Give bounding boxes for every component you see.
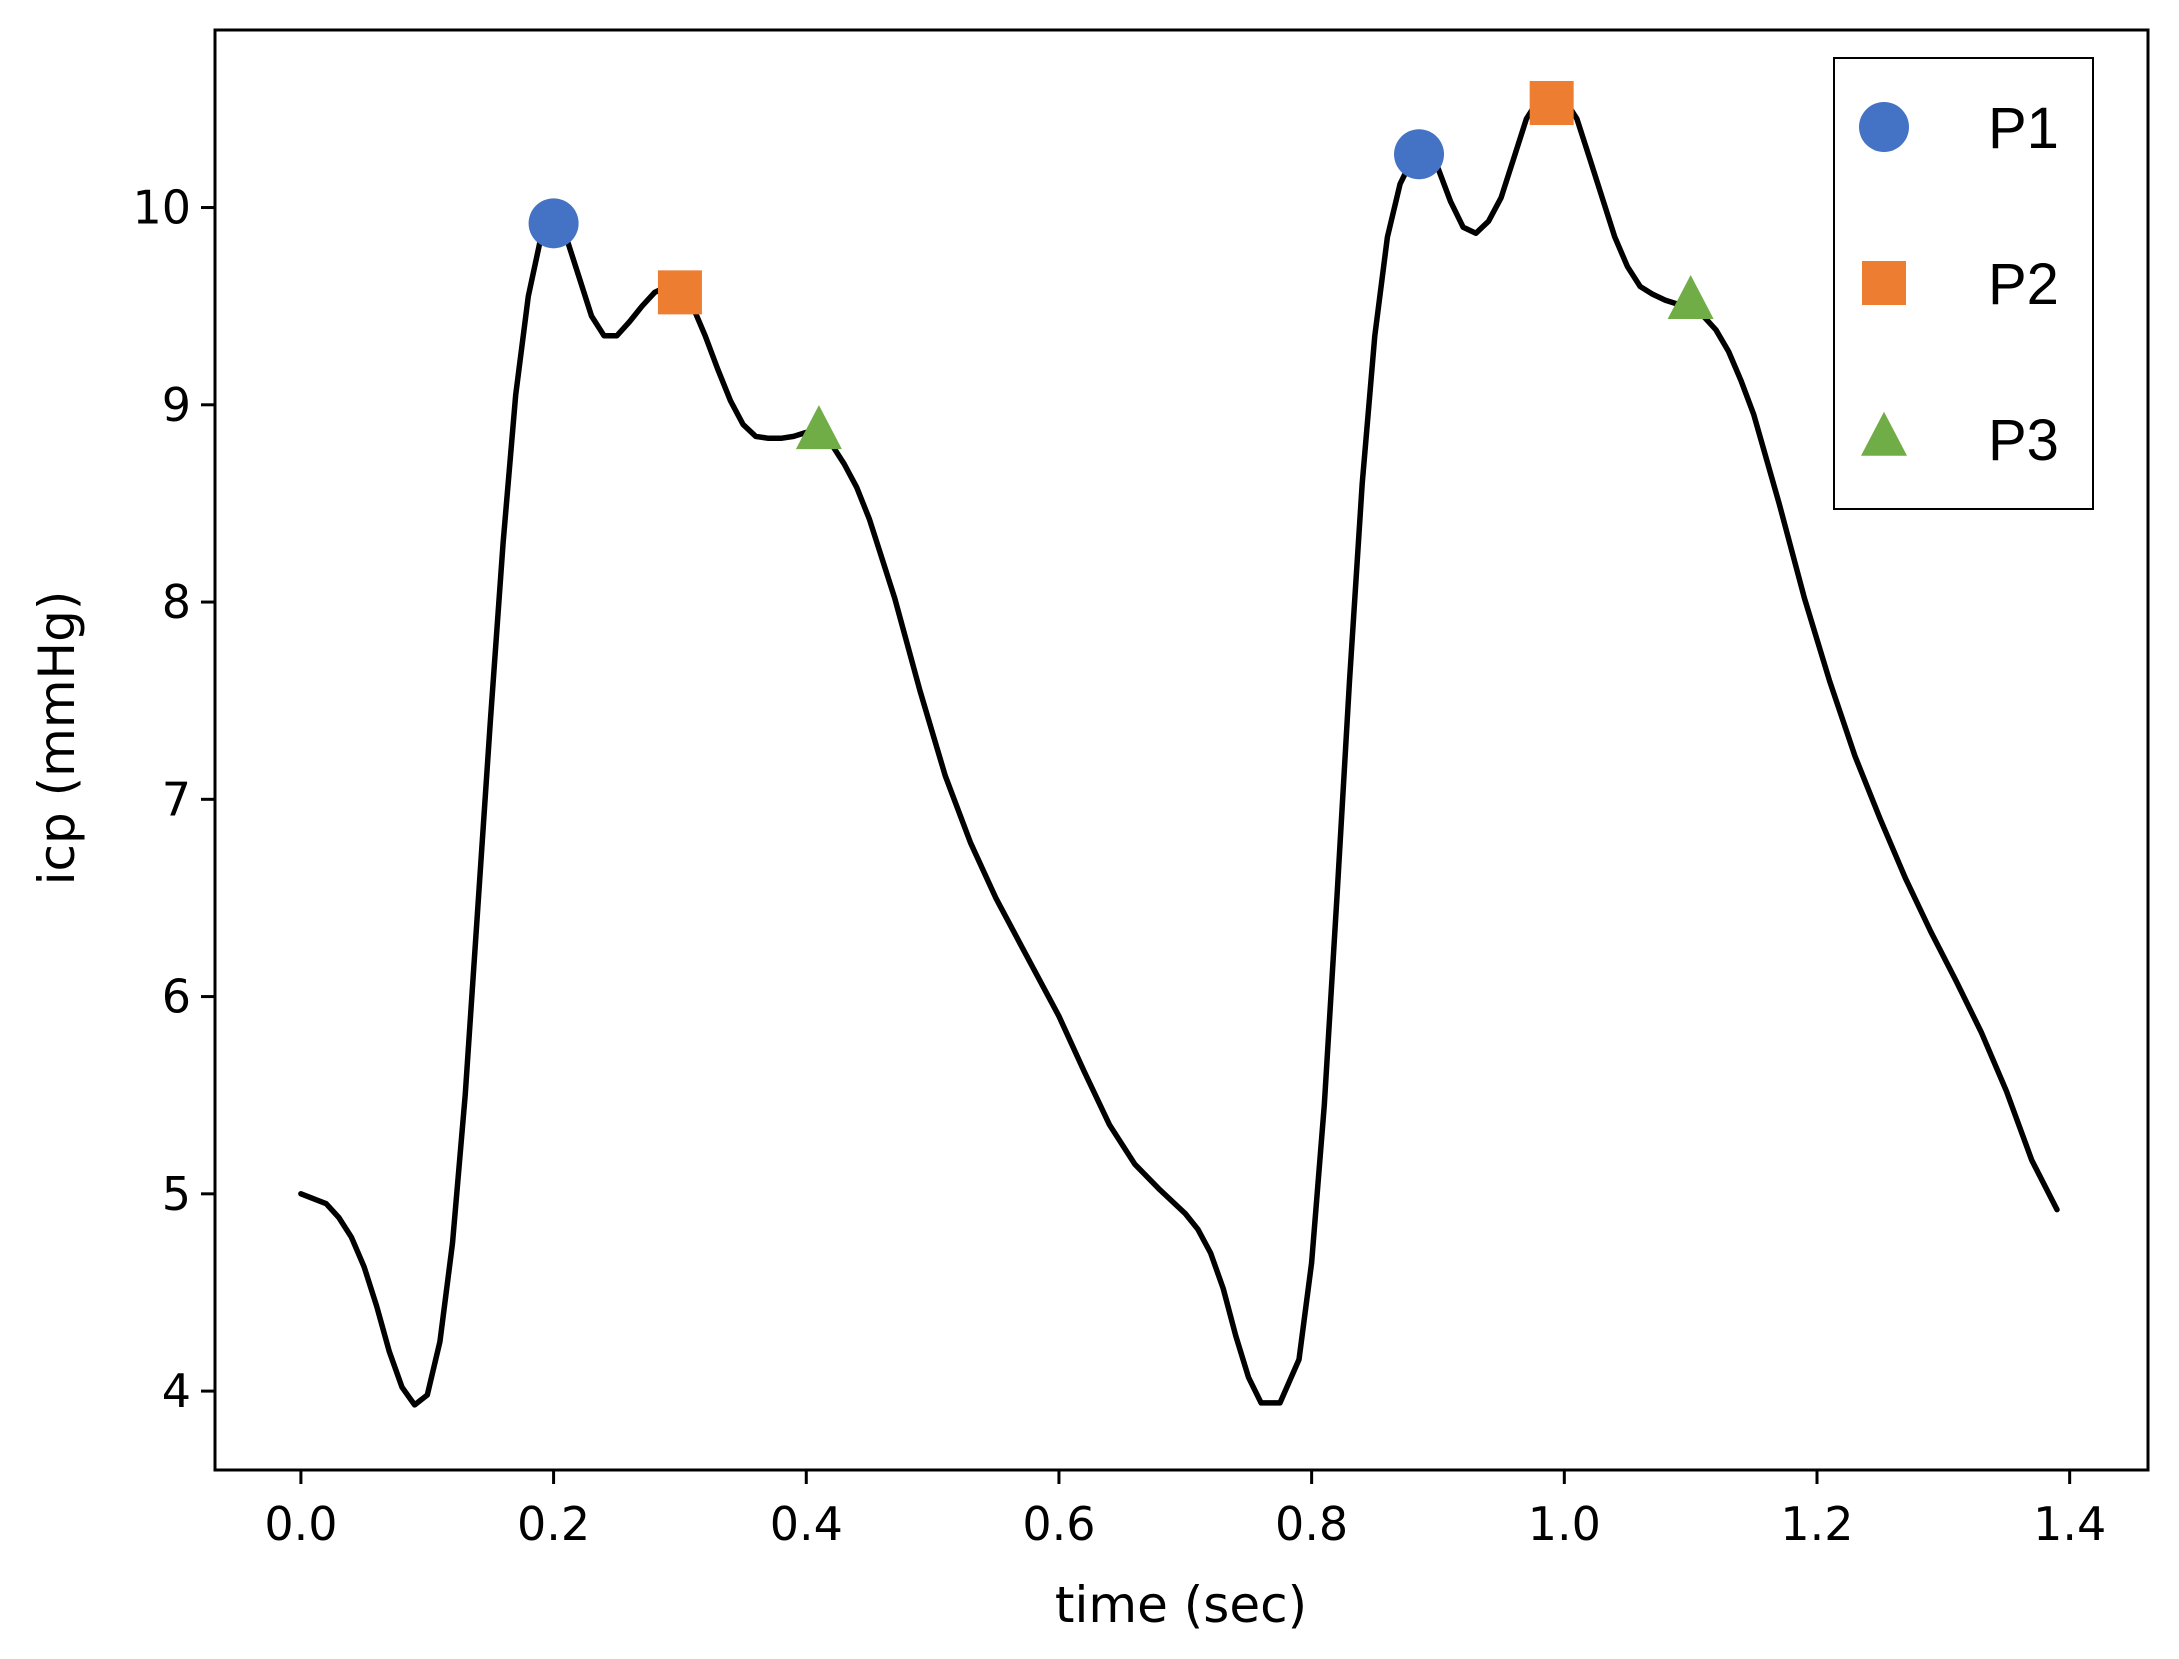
x-tick-label: 0.2: [517, 1497, 590, 1551]
y-tick-label: 4: [162, 1364, 191, 1418]
y-axis: 4 5 6 7 8 9 10: [132, 181, 215, 1418]
p3-marker: [1667, 274, 1714, 319]
legend-p1-marker: [1859, 102, 1909, 152]
x-tick-label: 1.0: [1528, 1497, 1601, 1551]
y-tick-label: 6: [162, 970, 191, 1024]
legend: P1 P2 P3: [1833, 57, 2094, 510]
p1-marker: [1394, 129, 1445, 180]
p2-marker: [1529, 80, 1574, 125]
y-tick-label: 8: [162, 575, 191, 629]
y-tick-label: 10: [132, 181, 191, 235]
y-axis-label: icp (mmHg): [28, 591, 86, 886]
legend-p3-marker: [1861, 411, 1907, 456]
x-tick-label: 0.6: [1022, 1497, 1095, 1551]
legend-label-p3: P3: [1988, 408, 2059, 473]
y-tick-label: 7: [162, 772, 191, 826]
x-tick-label: 0.4: [770, 1497, 843, 1551]
plot-frame: [213, 28, 2150, 1472]
y-tick-label: 5: [162, 1167, 191, 1221]
x-tick-label: 1.4: [2033, 1497, 2106, 1551]
x-axis-label: time (sec): [1055, 1576, 1307, 1634]
legend-label-p1: P1: [1988, 96, 2059, 161]
icp-series-line: [298, 94, 2060, 1408]
legend-label-p2: P2: [1988, 252, 2059, 317]
x-tick-label: 0.8: [1275, 1497, 1348, 1551]
x-axis: 0.0 0.2 0.4 0.6 0.8 1.0 1.2 1.4: [264, 1470, 2106, 1551]
p3-marker: [795, 405, 842, 450]
p2-marker: [657, 270, 702, 315]
x-tick-label: 1.2: [1780, 1497, 1853, 1551]
peak-markers: [528, 80, 1714, 450]
x-tick-label: 0.0: [264, 1497, 337, 1551]
p1-marker: [528, 198, 579, 249]
y-tick-label: 9: [162, 378, 191, 432]
legend-p2-marker: [1862, 261, 1906, 305]
